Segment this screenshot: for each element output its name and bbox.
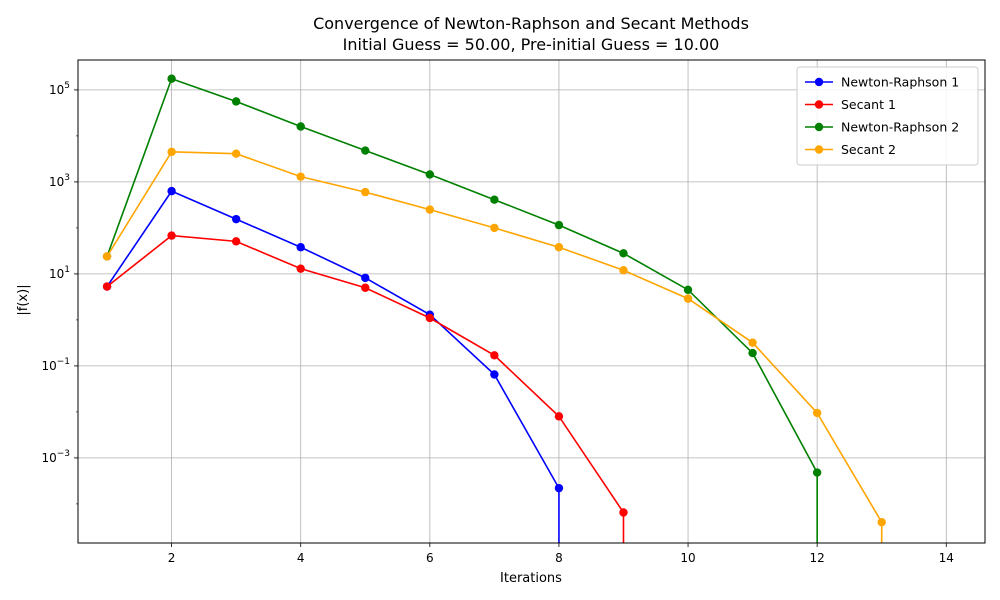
data-point <box>877 518 886 527</box>
data-point <box>554 412 564 421</box>
data-point <box>167 74 176 83</box>
y-tick-label: 103 <box>49 173 70 189</box>
data-point <box>748 338 757 347</box>
series-line <box>106 234 625 543</box>
data-point <box>167 147 176 157</box>
data-point <box>296 243 305 252</box>
x-tick-label: 8 <box>555 551 563 565</box>
data-point <box>490 351 499 360</box>
data-point <box>619 508 628 517</box>
data-point <box>619 266 628 275</box>
data-point <box>425 205 435 214</box>
x-axis-label: Iterations <box>500 571 562 586</box>
y-axis-label: |f(x)| <box>16 284 31 315</box>
data-point <box>683 285 693 295</box>
legend-label: Newton-Raphson 1 <box>841 75 959 90</box>
legend-marker <box>814 77 824 87</box>
data-point <box>167 186 176 196</box>
x-tick-label: 12 <box>810 551 825 565</box>
data-point <box>748 348 757 358</box>
data-point <box>554 220 564 230</box>
legend-marker <box>814 100 824 109</box>
data-point <box>231 214 241 224</box>
data-point <box>296 122 305 131</box>
plot-area <box>102 74 886 543</box>
series-group <box>102 74 886 543</box>
data-point <box>554 243 564 252</box>
data-point <box>490 195 499 204</box>
data-point <box>490 223 499 233</box>
y-tick-label: 101 <box>49 265 70 281</box>
legend-label: Secant 2 <box>841 142 896 157</box>
data-point <box>490 370 499 379</box>
data-point <box>231 149 241 158</box>
data-point <box>683 294 693 303</box>
data-point <box>361 283 370 292</box>
data-point <box>231 97 241 106</box>
y-tick-label: 105 <box>49 81 70 97</box>
data-point <box>812 408 822 418</box>
legend-label: Newton-Raphson 2 <box>841 120 959 135</box>
data-point <box>102 282 112 291</box>
data-point <box>296 172 305 181</box>
data-point <box>619 249 628 258</box>
legend-label: Secant 1 <box>841 97 896 112</box>
y-tick-label: 10−1 <box>41 357 70 373</box>
axes: 2 4 6 8 10 12 14 105 103 101 10−1 10−3 <box>41 81 953 565</box>
chart-subtitle: Initial Guess = 50.00, Pre-initial Guess… <box>343 35 720 54</box>
plot-frame <box>77 59 986 544</box>
data-point <box>102 252 112 261</box>
data-point <box>361 146 370 155</box>
data-point <box>296 264 305 273</box>
x-tick-label: 10 <box>680 551 695 565</box>
data-point <box>425 170 435 179</box>
data-point <box>554 483 564 493</box>
data-point <box>231 237 241 246</box>
legend-marker <box>814 122 824 132</box>
data-point <box>425 313 435 323</box>
x-tick-label: 4 <box>297 551 305 565</box>
legend-marker <box>814 145 824 154</box>
series-line <box>106 151 883 543</box>
y-tick-label: 10−3 <box>41 449 70 465</box>
data-point <box>812 468 822 477</box>
x-tick-label: 6 <box>426 551 434 565</box>
grid <box>78 60 985 543</box>
chart-title: Convergence of Newton-Raphson and Secant… <box>313 14 749 33</box>
legend: Newton-Raphson 1 Secant 1 Newton-Raphson 2… <box>796 66 979 166</box>
x-tick-label: 14 <box>939 551 954 565</box>
data-point <box>167 231 176 240</box>
data-point <box>361 273 370 283</box>
legend-box <box>796 66 979 166</box>
data-point <box>361 187 370 197</box>
x-tick-label: 2 <box>168 551 176 565</box>
